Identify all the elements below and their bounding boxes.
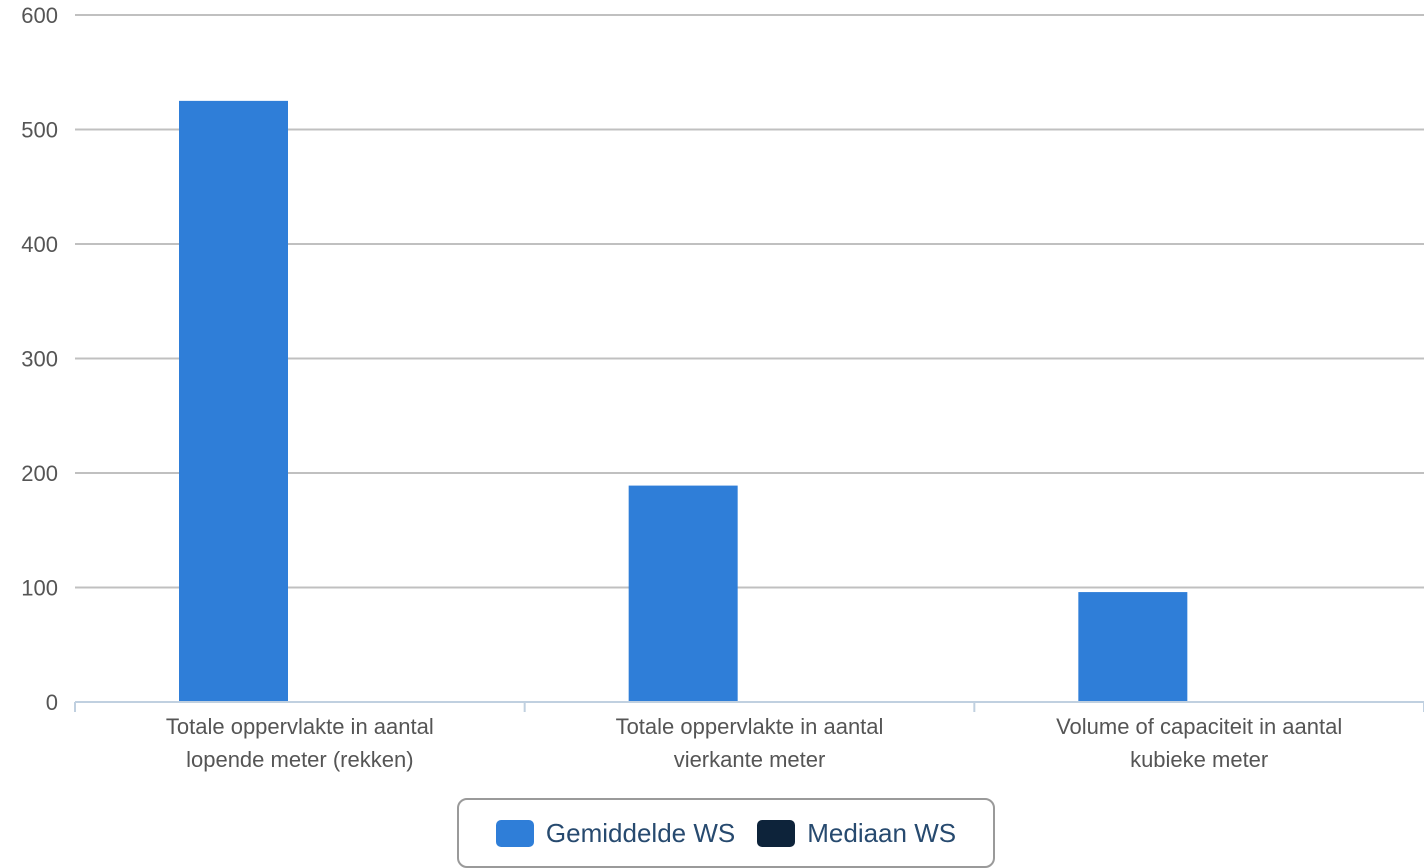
- y-tick-label-200: 200: [21, 461, 58, 486]
- legend-item-mediaan[interactable]: Mediaan WS: [757, 818, 956, 848]
- y-tick-label-500: 500: [21, 118, 58, 143]
- legend-label-gemiddelde: Gemiddelde WS: [545, 818, 736, 848]
- x-tick-label-1-line-1: Totale oppervlakte in aantal: [166, 714, 434, 739]
- gridlines: [75, 14, 1424, 589]
- x-axis: Totale oppervlakte in aantal lopende mete…: [74, 701, 1424, 772]
- legend-swatch-gemiddelde: [495, 819, 534, 847]
- y-axis: 0 100 200 300 400 500 600: [21, 3, 58, 715]
- legend-swatch-mediaan: [757, 819, 796, 847]
- legend-label-mediaan: Mediaan WS: [807, 818, 957, 848]
- legend: Gemiddelde WS Mediaan WS: [457, 798, 995, 868]
- bar-gemiddelde-1[interactable]: [179, 100, 288, 702]
- bar-gemiddelde-2[interactable]: [628, 485, 738, 702]
- y-tick-label-300: 300: [21, 347, 58, 372]
- x-tick-label-3-line-2: kubieke meter: [1130, 747, 1268, 772]
- legend-item-gemiddelde[interactable]: Gemiddelde WS: [495, 818, 736, 848]
- bar-gemiddelde-3[interactable]: [1078, 592, 1188, 702]
- x-tick-label-2-line-1: Totale oppervlakte in aantal: [616, 714, 884, 739]
- x-tick-label-1-line-2: lopende meter (rekken): [186, 747, 413, 772]
- y-tick-label-100: 100: [21, 576, 58, 601]
- x-tick-label-3-line-1: Volume of capaciteit in aantal: [1056, 714, 1342, 739]
- y-tick-label-400: 400: [21, 232, 58, 257]
- y-tick-label-0: 0: [46, 690, 58, 715]
- x-tick-label-2-line-2: vierkante meter: [674, 747, 826, 772]
- y-tick-label-600: 600: [21, 3, 58, 28]
- bar-series: [179, 100, 1188, 702]
